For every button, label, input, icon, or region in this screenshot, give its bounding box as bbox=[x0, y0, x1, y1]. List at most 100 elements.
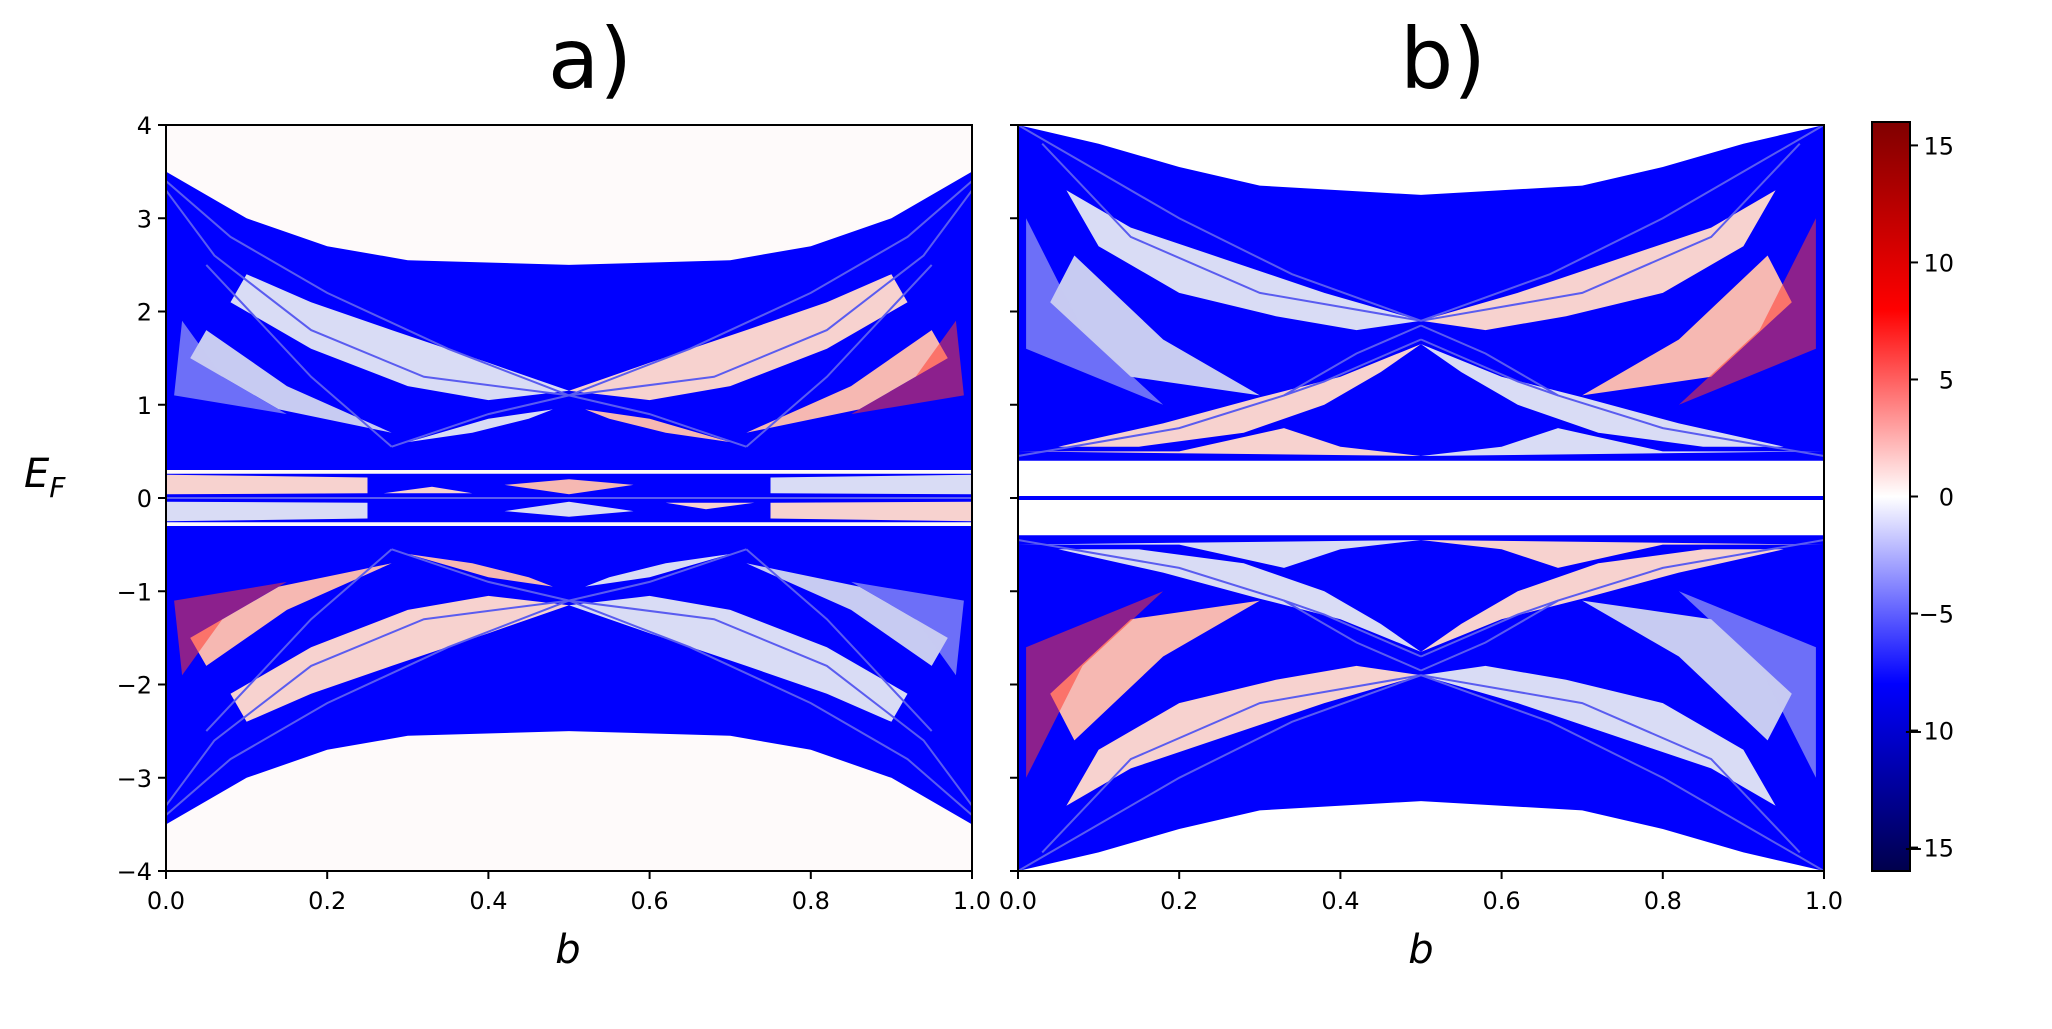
colorbar-tick-label: −15 bbox=[1903, 835, 1954, 863]
spectral-line-2-ll bbox=[391, 548, 570, 602]
lobe-big-ll bbox=[230, 595, 569, 722]
spectral-line-0-ll bbox=[1018, 674, 1422, 871]
spectral-line-3-ur bbox=[745, 264, 933, 448]
spectral-line-1-lr bbox=[568, 599, 972, 807]
x-tick-label: 1.0 bbox=[1805, 887, 1843, 915]
lobe-side-ur bbox=[1582, 255, 1792, 396]
panel-a-ticks: 0.0 0.2 0.4 0.6 0.8 1.0 4 3 2 1 0 −1 −2 −3 −4 bbox=[117, 112, 991, 915]
spectral-line-3-ul bbox=[1420, 324, 1559, 397]
center-diamond-up bbox=[504, 479, 634, 495]
lobe-small-ur bbox=[585, 409, 731, 443]
x-tick-label: 0.4 bbox=[469, 887, 507, 915]
lobe-side-ur bbox=[746, 330, 948, 433]
panel-b-heatmap bbox=[1018, 125, 1824, 871]
x-tick-label: 0.0 bbox=[147, 887, 185, 915]
panel-a: 0.0 0.2 0.4 0.6 0.8 1.0 4 3 2 1 0 −1 −2 −3 −4 bbox=[117, 112, 991, 915]
spectral-line-3-ur bbox=[1283, 324, 1422, 397]
lobe-small-lr bbox=[585, 554, 731, 587]
colorbar-tick-label: 0 bbox=[1939, 484, 1954, 512]
spectral-line-0-ur bbox=[568, 180, 972, 397]
center-tri-1 bbox=[383, 486, 473, 494]
panel-a-title: a) bbox=[548, 10, 632, 108]
panel-a-heatmap bbox=[166, 171, 972, 825]
spectral-line-1-lr bbox=[1420, 674, 1801, 854]
spectral-line-2-ur bbox=[568, 394, 747, 448]
x-tick-label: 0.2 bbox=[308, 887, 346, 915]
spectral-line-3-ll bbox=[205, 548, 393, 732]
lobe-side-ul bbox=[1050, 255, 1260, 396]
center-lobe-ul bbox=[166, 474, 368, 495]
spectral-line-1-ur bbox=[568, 189, 972, 397]
lobe-mid-lr bbox=[1421, 549, 1784, 652]
lobe-edge-ul bbox=[1026, 218, 1164, 405]
panel-b: 0.0 0.2 0.4 0.6 0.8 1.0 bbox=[999, 124, 1843, 915]
center-lobe-ll bbox=[166, 501, 368, 522]
lobe-low-upper-right bbox=[1421, 428, 1824, 456]
center-tri-2 bbox=[665, 502, 755, 510]
spectral-line-1-ul bbox=[166, 189, 570, 397]
spectral-line-3-ul bbox=[205, 264, 393, 448]
x-tick-label: 0.4 bbox=[1321, 887, 1359, 915]
x-tick-label: 0.2 bbox=[1160, 887, 1198, 915]
x-tick-label: 0.6 bbox=[631, 887, 669, 915]
y-axis-label-main: E bbox=[24, 451, 50, 497]
lobe-side-lr bbox=[746, 563, 948, 666]
center-lobe-lr bbox=[770, 501, 972, 522]
x-tick-label: 0.8 bbox=[792, 887, 830, 915]
lobe-big-lr bbox=[1421, 665, 1776, 806]
spectral-line-3-lr bbox=[1283, 599, 1422, 672]
y-tick-label: 1 bbox=[137, 392, 152, 420]
lobe-low-lower-right bbox=[1421, 540, 1824, 568]
lobe-side-ll bbox=[1050, 600, 1260, 741]
y-tick-label: 2 bbox=[137, 299, 152, 327]
panel-b-title: b) bbox=[1400, 10, 1486, 108]
spectral-line-1-ul bbox=[1041, 143, 1422, 322]
y-tick-label: −1 bbox=[117, 578, 152, 606]
spectral-line-2-lr bbox=[568, 548, 747, 602]
lobe-big-ul bbox=[1066, 190, 1421, 331]
lobe-mid-ll bbox=[1058, 549, 1421, 652]
x-axis-label-a: b bbox=[555, 927, 580, 973]
band-region-upper bbox=[166, 171, 972, 470]
colorbar-tick-label: 10 bbox=[1923, 249, 1954, 277]
lobe-edge-lr bbox=[851, 581, 964, 676]
lobe-edge-ll bbox=[174, 581, 287, 676]
x-tick-label: 0.8 bbox=[1644, 887, 1682, 915]
colorbar-tick-label: −10 bbox=[1903, 718, 1954, 746]
lobe-edge-lr bbox=[1678, 591, 1816, 778]
colorbar-tick-label: 5 bbox=[1939, 366, 1954, 394]
panel-b-ticks: 0.0 0.2 0.4 0.6 0.8 1.0 bbox=[999, 124, 1843, 915]
y-tick-label: −3 bbox=[117, 765, 152, 793]
lobe-small-ul bbox=[407, 409, 553, 443]
spectral-line-2-ul bbox=[391, 394, 570, 448]
spectral-line-0-lr bbox=[568, 599, 972, 816]
x-tick-label: 1.0 bbox=[953, 887, 991, 915]
y-tick-label: 0 bbox=[137, 485, 152, 513]
lobe-side-ll bbox=[190, 563, 392, 666]
colorbar-gradient bbox=[1871, 121, 1911, 872]
y-axis-label-subscript: F bbox=[49, 471, 66, 504]
y-tick-label: −2 bbox=[117, 672, 152, 700]
lobe-edge-ur bbox=[851, 320, 964, 415]
lobe-mid-ul bbox=[1058, 344, 1421, 447]
y-tick-label: 3 bbox=[137, 205, 152, 233]
lobe-small-ll bbox=[407, 554, 553, 587]
lobe-mid-ur bbox=[1421, 344, 1784, 447]
spectral-line-1-ll bbox=[1041, 674, 1422, 854]
lobe-side-lr bbox=[1582, 600, 1792, 741]
lobe-side-ul bbox=[190, 330, 392, 433]
spectral-line-1-ll bbox=[166, 599, 570, 807]
band-region-lower bbox=[166, 526, 972, 825]
lobe-edge-ll bbox=[1026, 591, 1164, 778]
lobe-big-ll bbox=[1066, 665, 1421, 806]
x-axis-label-b: b bbox=[1408, 927, 1433, 973]
spectral-line-0-ul bbox=[1018, 125, 1422, 322]
x-tick-label: 0.0 bbox=[999, 887, 1037, 915]
lobe-big-ur bbox=[1421, 190, 1776, 331]
lobe-edge-ur bbox=[1678, 218, 1816, 405]
spectral-line-1-ur bbox=[1420, 143, 1801, 322]
lobe-edge-ul bbox=[174, 320, 287, 415]
spectral-line-3-ll bbox=[1420, 599, 1559, 672]
spectral-line-3-lr bbox=[745, 548, 933, 732]
